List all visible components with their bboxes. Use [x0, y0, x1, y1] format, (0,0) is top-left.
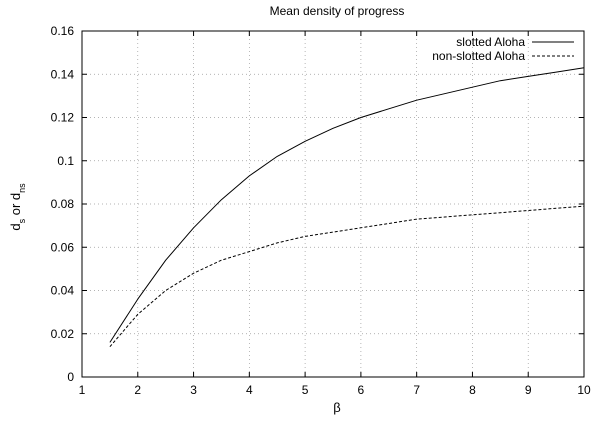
x-tick-label: 9	[525, 383, 532, 397]
x-tick-label: 1	[79, 383, 86, 397]
x-tick-label: 5	[302, 383, 309, 397]
y-tick-label: 0.06	[51, 240, 75, 254]
chart-title: Mean density of progress	[270, 4, 405, 18]
x-tick-label: 7	[413, 383, 420, 397]
y-axis-label: ds or dns	[8, 183, 27, 231]
series-lines	[109, 67, 585, 348]
y-tick-label: 0.12	[51, 111, 75, 125]
x-tick-label: 10	[577, 383, 591, 397]
y-tick-label: 0.14	[51, 67, 75, 81]
y-tick-label: 0.1	[57, 154, 74, 168]
plot-area-frame	[81, 30, 585, 378]
series-line-slotted-aloha	[109, 67, 585, 343]
x-tick-label: 6	[358, 383, 365, 397]
grid	[82, 31, 584, 377]
legend: slotted Aloha non-slotted Aloha	[432, 35, 574, 63]
legend-label-slotted: slotted Aloha	[456, 35, 525, 49]
axis-ticks: 1 2 3 4 5 6 7 8 9 10 0 0.02 0.04 0.06 0.08 0.1 0.12 0.14 0…	[51, 24, 591, 397]
series-line-non-slotted-aloha	[109, 205, 585, 348]
x-tick-label: 8	[469, 383, 476, 397]
y-tick-label: 0.16	[51, 24, 75, 38]
y-tick-label: 0.04	[51, 284, 75, 298]
y-tick-label: 0.02	[51, 327, 75, 341]
x-tick-label: 3	[190, 383, 197, 397]
legend-label-non-slotted: non-slotted Aloha	[432, 49, 525, 63]
x-tick-label: 2	[134, 383, 141, 397]
x-tick-label: 4	[246, 383, 253, 397]
y-tick-label: 0.08	[51, 197, 75, 211]
x-axis-label: β	[333, 400, 340, 415]
y-tick-label: 0	[67, 370, 74, 384]
